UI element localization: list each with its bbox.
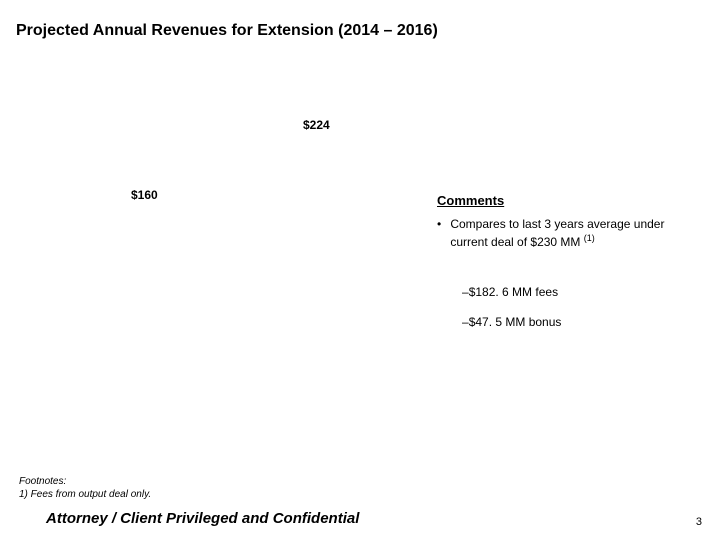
chart-value-label-224: $224 [303, 118, 330, 132]
bullet-marker: • [437, 216, 447, 232]
subitem-text: $182. 6 MM fees [469, 285, 558, 299]
subitem-text: $47. 5 MM bonus [469, 315, 562, 329]
page-number: 3 [696, 516, 702, 528]
comments-heading: Comments [437, 193, 504, 208]
chart-value-label-160: $160 [131, 188, 158, 202]
slide: Projected Annual Revenues for Extension … [0, 0, 720, 540]
comments-item-superscript: (1) [584, 233, 595, 243]
subitem-marker: – [462, 315, 469, 329]
footnotes-label: Footnotes: [19, 476, 66, 487]
comments-item-body: Compares to last 3 years average under c… [450, 217, 664, 249]
comments-subitem: –$182. 6 MM fees [462, 285, 558, 299]
footnote-item: 1) Fees from output deal only. [19, 489, 151, 500]
comments-subitem: –$47. 5 MM bonus [462, 315, 561, 329]
page-title: Projected Annual Revenues for Extension … [16, 22, 438, 40]
comments-item: • Compares to last 3 years average under… [437, 216, 697, 250]
subitem-marker: – [462, 285, 469, 299]
footer-confidential: Attorney / Client Privileged and Confide… [46, 510, 359, 527]
comments-item-text: Compares to last 3 years average under c… [450, 216, 690, 250]
